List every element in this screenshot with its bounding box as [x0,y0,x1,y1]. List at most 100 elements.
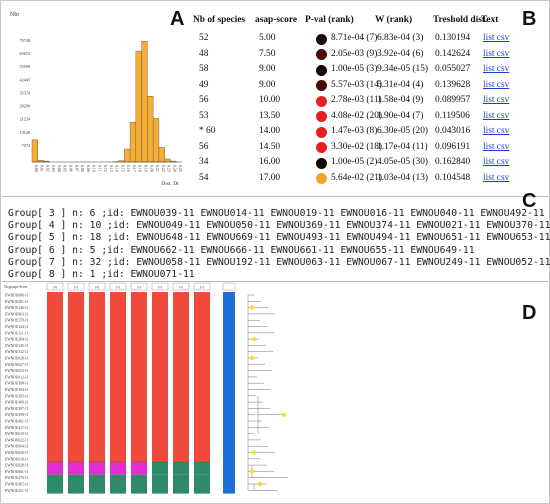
y-tick-label: 28299 [20,104,30,109]
specimen-label: EWNOU395-11 [5,394,29,398]
column-header: [3] [53,285,57,289]
column-header-box [193,282,211,291]
partition-bar-secondary [173,462,189,475]
rank-dot [316,142,327,153]
partition-bar-green [194,474,210,494]
specimen-label: EWNOU146-11 [5,306,29,310]
p-value: 2.78e-03 (11) [331,95,382,105]
partition-graph-and-tree: 5b groups Score [3] [1] [2] [1] [1] [1] [1] [1] E… [4,282,288,494]
partition-bar-green [173,474,189,494]
rank-dot [316,49,327,60]
x-tick-label: 0.19 [144,165,148,172]
x-tick-label: 0.25 [178,165,182,172]
tree-node [249,355,255,361]
partition-bar-secondary [152,462,168,475]
partition-bar-green [152,474,168,494]
specimen-label: EWNOU417-11 [5,426,29,430]
tree-node [281,412,287,417]
species-count: 52 [199,33,209,43]
column-header: [1] [179,285,183,289]
group-line: Group[ 3 ] n: 6 ;id: EWNOU039-11 EWNOU01… [8,208,545,219]
list-csv-link[interactable]: list csv [483,95,510,105]
x-axis-label: Dist. Dt [161,181,179,187]
specimen-label: EWNOU111-11 [5,331,28,335]
y-tick-label: 42445 [20,77,30,82]
tree-node [251,336,257,342]
list-csv-link[interactable]: list csv [483,110,510,121]
w-value: 4.05e-05 (30) [377,157,429,167]
column-header: [1] [137,285,141,289]
histogram-bar [147,96,154,163]
p-value: 1.47e-03 (8) [331,126,378,136]
w-value: 3.92e-04 (6) [377,48,424,59]
p-value: 2.05e-03 (9) [331,48,378,59]
rank-dot [316,111,327,122]
specimen-label: EWNOU064-11 [5,445,29,449]
divider [2,196,548,197]
specimen-label: EWNOU400-11 [5,401,29,405]
group-line: Group[ 6 ] n: 5 ;id: EWNOU662-11 EWNOU66… [8,244,475,256]
partition-bar-red [110,292,126,463]
species-count: 53 [199,110,209,121]
column-header-box [151,282,169,291]
specimen-label: EWNOU465-11 [5,483,29,487]
histogram-bar [129,122,137,163]
histogram-bar [31,139,38,163]
y-tick-label: 14149 [20,130,30,135]
list-csv-link[interactable]: list csv [483,48,510,59]
y-tick-label: 55599 [20,64,30,69]
x-tick-label: 0.06 [69,165,73,172]
species-count: 48 [199,48,209,59]
w-value: 1.90e-04 (7) [377,110,424,121]
x-tick-label: 0.09 [86,165,90,172]
column-header-box [67,282,85,291]
panel-label-b: B [522,8,537,30]
x-tick-label: 0.24 [172,165,176,172]
distance-histogram: Nbr 79749 63674 55599 42445 35374 28299 21224 14… [10,12,182,187]
asap-score: 9.00 [259,79,276,90]
x-tick-label: 0.08 [80,165,84,172]
list-csv-link[interactable]: list csv [483,172,510,183]
w-value: 6.83e-04 (3) [377,33,424,43]
list-csv-link[interactable]: list csv [483,157,510,167]
specimen-label: EWNOU061-11 [5,470,29,474]
p-value: 8.71e-04 (7) [331,33,378,43]
species-count: 56 [199,141,209,152]
specimen-label: EWNOU399-11 [5,413,29,417]
specimen-label: EWNOU145-11 [5,344,29,348]
partition-bar-secondary [131,462,147,475]
list-csv-link[interactable]: list csv [483,64,510,74]
x-tick-label: 0.07 [74,165,78,172]
specimen-label: EWNOU028-11 [5,464,29,468]
list-csv-link[interactable]: list csv [483,126,510,136]
species-count: 34 [199,157,209,167]
list-csv-link[interactable]: list csv [483,79,510,90]
list-csv-link[interactable]: list csv [483,141,510,152]
asap-score: 16.00 [259,157,281,167]
partition-bar-green [47,474,63,494]
specimen-label: EWNOU476-11 [5,476,29,480]
table-header: Nb of species [193,15,246,25]
p-value: 5.64e-02 (21) [331,172,383,183]
list-csv-link[interactable]: list csv [483,33,510,43]
histogram-bar [158,147,165,163]
specimen-label: EWNOU619-11 [5,432,29,436]
x-tick-label: 0.17 [132,165,136,172]
panel-label-a: A [170,8,185,30]
x-tick-label: 0.04 [57,165,61,172]
specimen-label: EWNOU270-11 [5,319,29,323]
tree-node [249,469,255,474]
specimen-label: EWNOU063-11 [5,312,29,316]
partition-bar-blue [223,292,235,494]
threshold-distance: 0.130194 [435,33,471,43]
histogram-bar [164,158,171,163]
x-tick-label: 0.03 [51,165,55,172]
w-value: 1.03e-04 (13) [377,172,429,183]
column-header-box [46,282,64,291]
specimen-label: EWNOU020-11 [5,451,29,455]
tree-branch [253,484,278,491]
histogram-bar [135,50,142,163]
partition-bar-secondary [68,462,84,475]
column-header: [2] [95,285,99,289]
column-header-box [109,282,127,291]
